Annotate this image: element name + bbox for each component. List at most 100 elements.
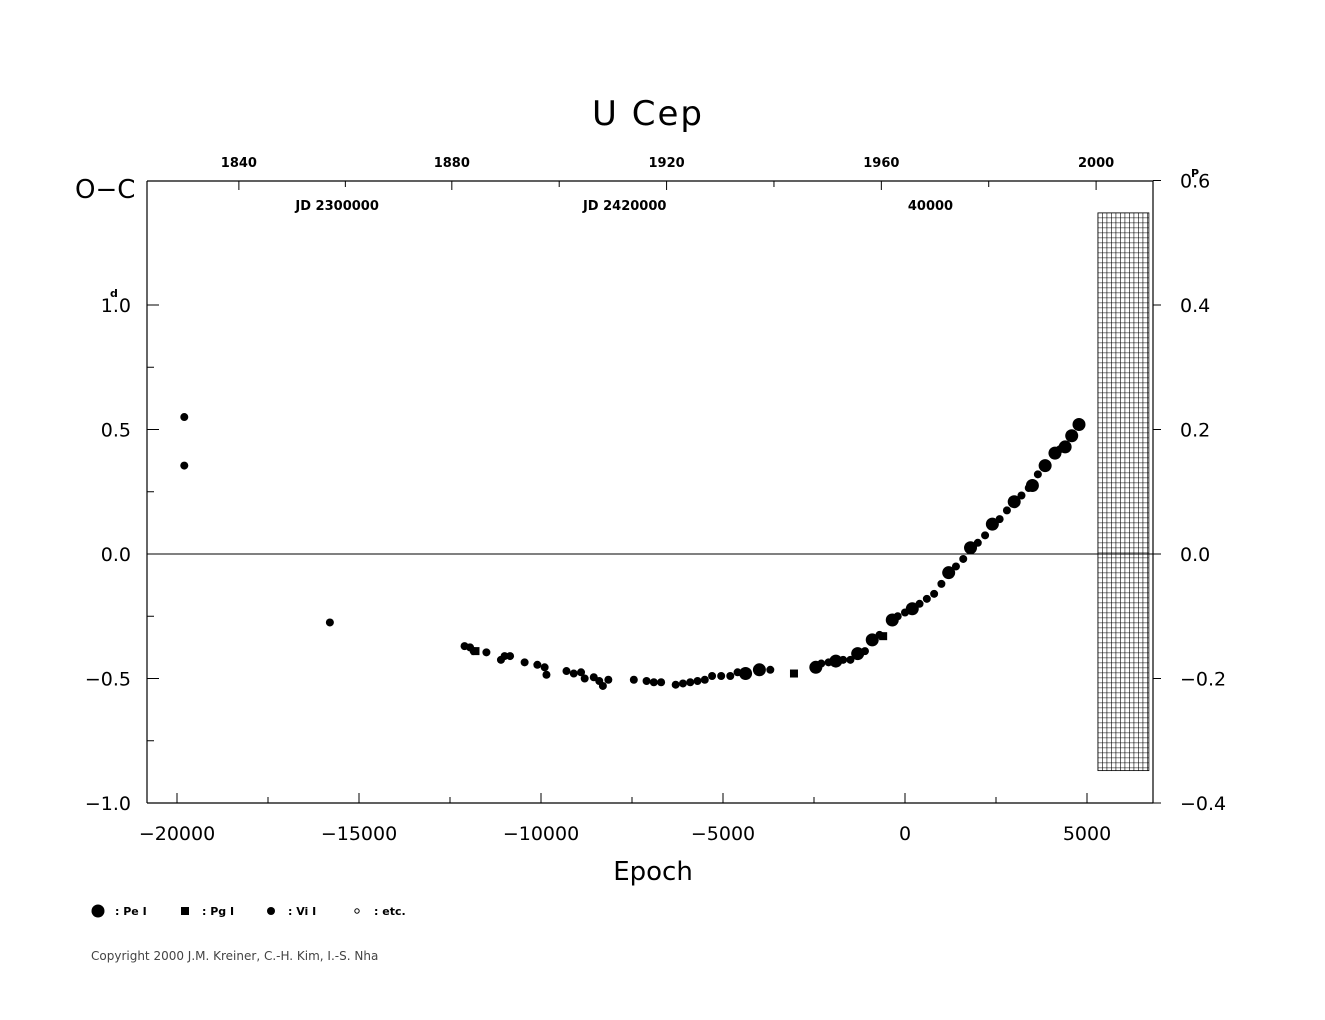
data-point	[598, 681, 607, 690]
data-point	[789, 669, 798, 678]
y2-tick-label: −0.2	[1180, 669, 1226, 691]
data-point	[930, 589, 939, 598]
legend: : Pe I : Pg I : Vi I : etc.	[91, 904, 406, 918]
axis-ticks: −20000 −15000 −10000 −5000 0 5000 −1.0 −0.5 0.0 0…	[85, 156, 1226, 845]
copyright-notice: Copyright 2000 J.M. Kreiner, C.-H. Kim, …	[91, 949, 379, 963]
data-point	[671, 680, 680, 689]
data-point	[469, 647, 478, 656]
top-year-label: 1920	[648, 156, 684, 171]
y2-tick-label: 0.6	[1180, 171, 1210, 193]
x-tick-label: 0	[899, 823, 911, 845]
plot-frame	[146, 180, 1154, 804]
data-point	[1002, 506, 1011, 515]
legend-label: : Vi I	[288, 905, 316, 918]
chart-title: U Cep	[592, 94, 704, 134]
data-point	[542, 670, 551, 679]
y2-tick-label: −0.4	[1180, 793, 1226, 815]
data-point	[865, 633, 879, 647]
x-axis-label: Epoch	[613, 857, 693, 887]
y-unit-left: d	[110, 287, 118, 300]
legend-label: : etc.	[374, 905, 406, 918]
data-point	[995, 515, 1004, 524]
data-point	[180, 461, 189, 470]
data-point	[1007, 495, 1021, 509]
data-point	[739, 667, 753, 681]
data-point	[642, 676, 651, 685]
data-point	[577, 668, 586, 677]
y-tick-label: 0.5	[101, 420, 131, 442]
data-point	[726, 672, 735, 681]
top-year-label: 2000	[1078, 156, 1114, 171]
legend-marker	[91, 904, 105, 918]
data-point	[922, 594, 931, 603]
data-point	[937, 579, 946, 588]
data-point	[985, 517, 999, 531]
data-point	[905, 602, 919, 616]
y-axis-label: O−C	[75, 175, 135, 205]
data-point	[851, 647, 865, 661]
data-point	[1033, 470, 1042, 479]
x-tick-label: −10000	[503, 823, 579, 845]
hatched-region-frame	[1097, 212, 1150, 772]
data-point	[817, 659, 826, 668]
data-point	[1055, 445, 1064, 454]
data-point	[875, 630, 884, 639]
legend-marker	[354, 908, 360, 914]
legend-label: : Pe I	[115, 905, 147, 918]
data-point	[700, 675, 709, 684]
data-point	[520, 658, 529, 667]
data-point	[649, 678, 658, 687]
data-point	[1038, 459, 1052, 473]
data-point	[540, 663, 549, 672]
data-point	[1017, 491, 1026, 500]
top-year-label: 1960	[863, 156, 899, 171]
data-point	[839, 655, 848, 664]
data-point	[180, 413, 189, 422]
data-point	[942, 566, 956, 580]
data-point	[562, 667, 571, 676]
legend-label: : Pg I	[202, 905, 234, 918]
x-tick-label: −20000	[139, 823, 215, 845]
data-point	[482, 648, 491, 657]
y2-tick-label: 0.4	[1180, 295, 1210, 317]
data-point	[629, 675, 638, 684]
hatched-region	[1097, 212, 1150, 772]
legend-marker	[267, 907, 275, 915]
data-point	[693, 676, 702, 685]
data-point	[325, 618, 334, 627]
data-point	[533, 660, 542, 669]
data-point	[901, 608, 909, 617]
data-point	[1024, 484, 1033, 493]
legend-marker	[181, 907, 189, 915]
data-point	[569, 669, 578, 678]
data-point	[915, 599, 924, 608]
jd-label: JD 2300000	[294, 199, 378, 214]
data-point	[678, 679, 687, 688]
y2-tick-label: 0.2	[1180, 420, 1210, 442]
x-tick-label: −15000	[321, 823, 397, 845]
y-tick-label: 1.0	[101, 295, 131, 317]
data-point	[860, 647, 869, 656]
data-point	[717, 672, 726, 681]
data-point	[506, 652, 515, 661]
jd-label: 40000	[908, 199, 953, 214]
data-point	[604, 675, 613, 684]
x-tick-label: −5000	[691, 823, 755, 845]
data-point	[733, 668, 742, 677]
y2-tick-label: 0.0	[1180, 544, 1210, 566]
data-point	[959, 554, 968, 563]
data-points	[180, 413, 1086, 690]
data-point	[657, 678, 666, 687]
data-point	[846, 655, 855, 664]
data-point	[708, 672, 717, 681]
data-point	[766, 665, 775, 674]
data-point	[964, 541, 978, 555]
data-point	[893, 612, 902, 621]
y-tick-label: 0.0	[101, 544, 131, 566]
y-tick-label: −1.0	[85, 793, 131, 815]
top-year-label: 1880	[434, 156, 470, 171]
data-point	[831, 657, 840, 666]
y-unit-right: P	[1191, 167, 1199, 180]
data-point	[824, 658, 833, 667]
